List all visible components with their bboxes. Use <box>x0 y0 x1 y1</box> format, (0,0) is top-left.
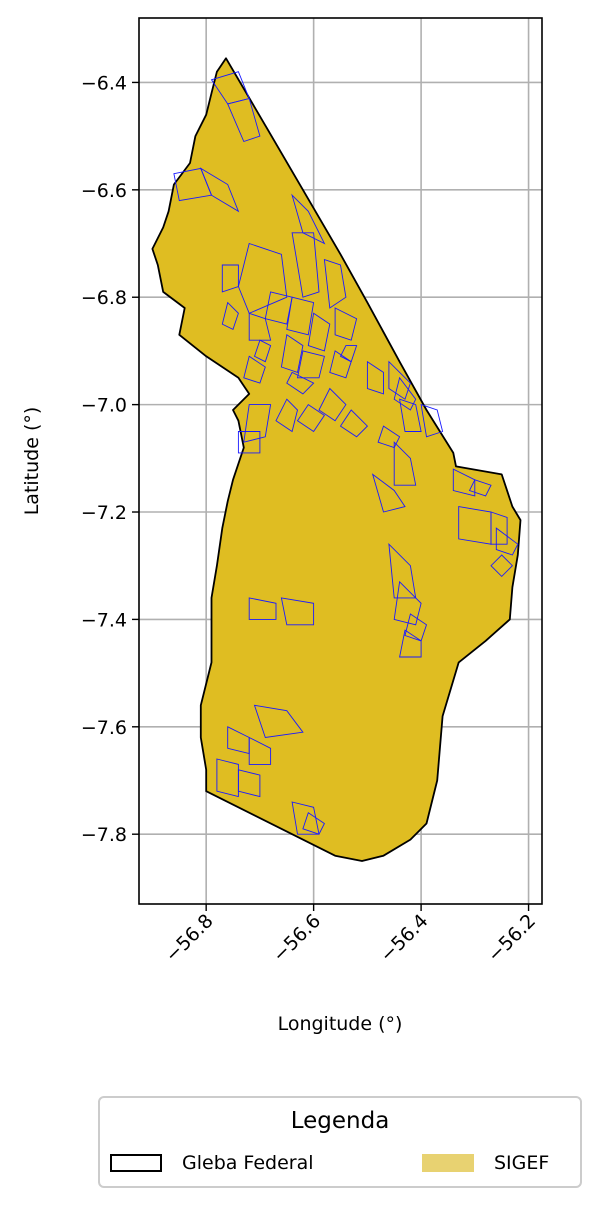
sigef-parcel <box>253 704 304 738</box>
sigef-parcel <box>227 97 261 143</box>
sigef-parcel <box>452 468 476 497</box>
legend: Legenda Gleba Federal SIGEF <box>98 1096 582 1188</box>
x-tick-label: −56.4 <box>376 910 433 967</box>
y-tick-label: −7.6 <box>81 717 127 739</box>
sigef-parcel <box>199 167 240 213</box>
sigef-parcel <box>399 629 422 658</box>
sigef-parcel <box>302 811 325 835</box>
sigef-parcel <box>237 431 261 454</box>
sigef-swatch <box>422 1154 474 1172</box>
sigef-parcel <box>490 511 508 545</box>
sigef-parcel <box>393 376 417 411</box>
sigef-parcel <box>388 360 411 400</box>
sigef-parcel <box>248 597 277 620</box>
sigef-parcel <box>291 232 320 298</box>
sigef-parcel <box>243 355 266 384</box>
gleba-federal-swatch <box>110 1154 162 1172</box>
y-tick-label: −6.4 <box>81 72 127 94</box>
sigef-parcel <box>264 291 293 325</box>
sigef-parcel <box>243 404 272 443</box>
sigef-parcel <box>248 312 272 341</box>
y-tick-label: −7.2 <box>81 502 127 524</box>
y-tick-label: −7.4 <box>81 609 127 631</box>
sigef-parcel <box>221 264 239 293</box>
x-tick-label: −56.8 <box>161 910 218 967</box>
y-tick-label: −7.0 <box>81 395 127 417</box>
sigef-parcel <box>280 334 304 373</box>
y-axis-label: Latitude (°) <box>21 407 43 516</box>
legend-title: Legenda <box>290 1108 390 1134</box>
legend-item-sigef: SIGEF <box>422 1150 549 1176</box>
sigef-parcel <box>291 193 326 245</box>
sigef-parcel <box>296 350 325 379</box>
sigef-parcel <box>393 580 422 626</box>
sigef-parcel <box>286 371 315 395</box>
sigef-parcel <box>286 296 315 336</box>
sigef-parcel <box>366 360 384 395</box>
sigef-parcel <box>399 398 422 432</box>
sigef-parcel <box>393 441 417 486</box>
sigef-parcel <box>323 258 347 309</box>
axes-frame <box>138 17 543 905</box>
sigef-parcel <box>216 758 239 798</box>
sigef-parcel <box>307 312 331 352</box>
gleba-federal-polygon <box>151 57 522 862</box>
sigef-parcel <box>296 403 326 433</box>
sigef-parcel <box>490 554 514 578</box>
legend-label-sigef: SIGEF <box>494 1152 550 1174</box>
legend-label-gleba-federal: Gleba Federal <box>182 1152 314 1174</box>
sigef-parcel <box>329 350 352 379</box>
y-tick-label: −6.6 <box>81 180 127 202</box>
sigef-parcel <box>495 527 519 556</box>
sigef-parcel <box>248 736 272 765</box>
y-tick-label: −6.8 <box>81 287 127 309</box>
sigef-parcel <box>275 398 298 433</box>
sigef-parcel <box>237 769 261 798</box>
sigef-parcel <box>280 597 315 626</box>
x-tick-label: −56.6 <box>268 910 325 967</box>
sigef-parcel <box>371 473 406 513</box>
sigef-parcel <box>334 307 358 341</box>
y-tick-label: −7.8 <box>81 824 127 846</box>
legend-item-gleba-federal: Gleba Federal <box>110 1150 314 1176</box>
map-plot-area <box>151 57 522 862</box>
sigef-parcel <box>253 339 272 363</box>
sigef-parcel <box>318 387 347 422</box>
x-tick-label: −56.2 <box>483 910 540 967</box>
sigef-parcel <box>221 301 239 331</box>
x-axis-label: Longitude (°) <box>278 1013 403 1035</box>
sigef-parcel <box>420 403 444 438</box>
sigef-parcel <box>468 479 492 497</box>
sigef-parcel <box>339 409 369 438</box>
